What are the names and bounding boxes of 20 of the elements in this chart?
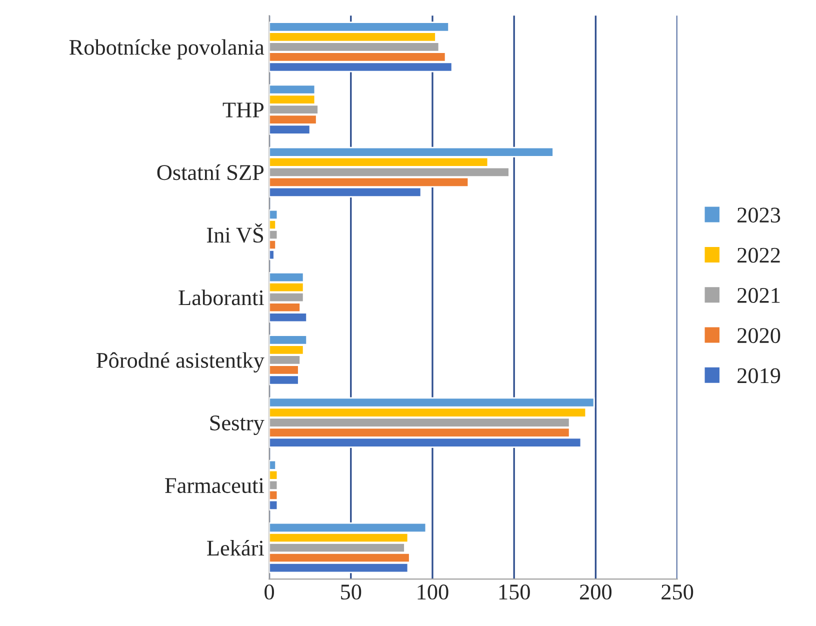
legend-label: 2022	[738, 248, 780, 263]
y-tick-label: THP	[222, 102, 264, 118]
x-tick-label: 150	[499, 584, 530, 600]
y-tick-label: Pôrodné asistentky	[96, 352, 264, 372]
x-tick-label: 250	[662, 584, 694, 600]
y-tick-label: Robotnícke povolania	[69, 39, 264, 60]
y-tick-label: Sestry	[210, 416, 264, 436]
x-tick-label: 50	[341, 584, 362, 600]
y-tick-label: Ini VŠ	[206, 223, 264, 243]
legend-label: 2020	[738, 328, 780, 344]
legend-label: 2021	[738, 288, 780, 303]
y-tick-label: Lekári	[207, 540, 264, 556]
legend-label: 2019	[738, 368, 780, 384]
y-tick-label: Laboranti	[178, 290, 264, 306]
y-tick-label: Ostatní SZP	[157, 164, 264, 180]
x-tick-label: 200	[580, 584, 612, 600]
x-tick-label: 100	[418, 584, 448, 600]
legend-label: 2023	[738, 208, 780, 223]
y-tick-label: Farmaceuti	[165, 478, 264, 494]
x-tick-label: 0	[264, 584, 274, 600]
